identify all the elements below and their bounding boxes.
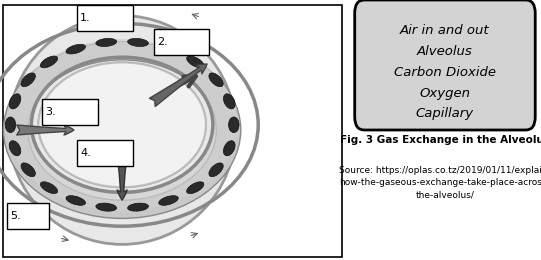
Ellipse shape [209,163,223,177]
Ellipse shape [21,73,35,87]
Text: 4.: 4. [80,148,91,158]
Ellipse shape [128,203,148,211]
FancyBboxPatch shape [3,5,342,257]
Ellipse shape [187,182,204,194]
Text: Source: https://oplas.co.tz/2019/01/11/explain-
how-the-gaseous-exchange-take-pl: Source: https://oplas.co.tz/2019/01/11/e… [339,166,541,199]
Text: Carbon Dioxide: Carbon Dioxide [394,66,496,79]
Ellipse shape [128,38,148,47]
Ellipse shape [9,94,21,109]
Text: Air in and out: Air in and out [400,24,490,37]
Ellipse shape [21,163,35,177]
FancyBboxPatch shape [77,5,133,31]
Text: 2.: 2. [157,37,168,47]
Ellipse shape [96,38,117,47]
Text: Alveolus: Alveolus [417,45,473,58]
Ellipse shape [66,44,85,54]
FancyBboxPatch shape [77,140,133,166]
Ellipse shape [41,182,58,194]
Ellipse shape [66,196,85,205]
Ellipse shape [41,56,58,68]
Circle shape [38,62,206,187]
Ellipse shape [159,44,179,54]
Ellipse shape [223,94,235,109]
Ellipse shape [228,117,239,133]
Ellipse shape [187,56,204,68]
FancyBboxPatch shape [7,203,49,229]
Ellipse shape [9,141,21,156]
Circle shape [38,62,206,187]
Text: 5.: 5. [10,211,21,221]
Ellipse shape [159,196,179,205]
Ellipse shape [223,141,235,156]
Ellipse shape [96,203,117,211]
Ellipse shape [5,117,16,133]
Text: Fig. 3 Gas Exchange in the Alveolus: Fig. 3 Gas Exchange in the Alveolus [340,135,541,145]
Text: 1.: 1. [80,13,91,23]
Text: 3.: 3. [45,107,56,117]
Text: Capillary: Capillary [416,107,474,120]
FancyBboxPatch shape [355,0,535,130]
FancyBboxPatch shape [154,29,209,55]
Ellipse shape [9,16,235,244]
FancyBboxPatch shape [42,99,98,125]
Ellipse shape [209,73,223,87]
Text: Oxygen: Oxygen [419,87,471,100]
